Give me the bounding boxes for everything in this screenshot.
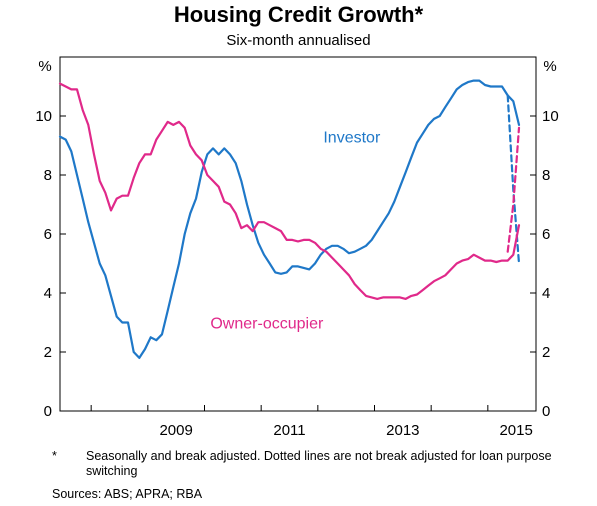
series-line-owner-occupier	[58, 82, 521, 300]
series-line-investor	[58, 79, 521, 359]
y-tick-label-left: 6	[44, 226, 52, 243]
chart-plot: 0 0 2 2 4 4 6 6 8 8 10 10 2009 2011 2013 2015 Investor O…	[35, 56, 559, 439]
chart-subtitle: Six-month annualised	[226, 32, 371, 49]
y-tick-label-left: 0	[44, 403, 52, 420]
y-tick-label-right: 4	[542, 285, 550, 302]
x-tick-label: 2009	[159, 422, 192, 439]
x-tick-label: 2013	[386, 422, 419, 439]
y-tick-label-right: 6	[542, 226, 550, 243]
x-tick-label: 2011	[273, 422, 305, 439]
y-tick-label-left: 2	[44, 344, 52, 361]
plot-frame	[59, 56, 537, 412]
footnote-marker: *	[52, 449, 57, 463]
annotation-layer: Investor Owner-occupier	[210, 130, 381, 333]
series-layer	[58, 79, 521, 359]
y-tick-label-right: 10	[542, 108, 559, 125]
series-annotation-label: Owner-occupier	[210, 315, 324, 332]
ticks-layer: 0 0 2 2 4 4 6 6 8 8 10 10 2009 2011 2013 2015	[35, 108, 558, 439]
y-tick-label-left: 4	[44, 285, 52, 302]
y-tick-label-left: 10	[35, 108, 52, 125]
x-tick-label: 2015	[499, 422, 532, 439]
y-tick-label-right: 0	[542, 403, 550, 420]
y-unit-left: %	[38, 58, 51, 75]
y-tick-label-right: 2	[542, 344, 550, 361]
y-tick-label-right: 8	[542, 167, 550, 184]
y-tick-label-left: 8	[44, 167, 52, 184]
footnote-text: Seasonally and break adjusted. Dotted li…	[86, 449, 552, 478]
series-line-owner-occupier-not-break-adjusted	[506, 126, 521, 253]
series-annotation-label: Investor	[323, 130, 381, 147]
sources-note: Sources: ABS; APRA; RBA	[52, 487, 203, 501]
y-unit-right: %	[543, 58, 556, 75]
chart-title: Housing Credit Growth*	[173, 2, 424, 27]
